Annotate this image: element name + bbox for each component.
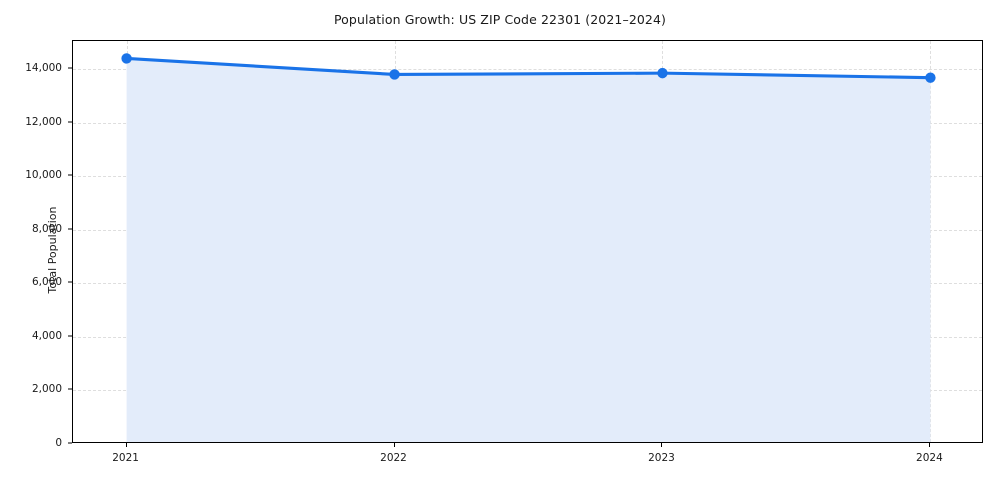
- x-axis-tick-mark: [661, 443, 663, 447]
- y-axis-tick-mark: [68, 228, 72, 230]
- x-axis-tick-label: 2022: [380, 452, 407, 464]
- data-point-marker: [121, 53, 132, 64]
- y-axis-tick-label: 8,000: [31, 222, 62, 235]
- gridline-horizontal: [73, 69, 982, 71]
- y-axis-tick-mark: [68, 335, 72, 337]
- x-axis-tick-mark: [929, 443, 931, 447]
- y-axis-tick-label: 14,000: [25, 62, 62, 75]
- y-axis-tick-label: 4,000: [31, 329, 62, 342]
- y-axis-tick-mark: [68, 281, 72, 283]
- chart-title: Population Growth: US ZIP Code 22301 (20…: [333, 12, 667, 27]
- data-point-markers: [121, 53, 936, 83]
- y-axis-tick-mark: [68, 67, 72, 69]
- y-axis-tick-mark: [68, 121, 72, 123]
- x-axis-tick-mark: [125, 443, 127, 447]
- y-axis-tick-label: 6,000: [31, 276, 62, 289]
- data-point-marker: [389, 69, 400, 80]
- y-axis-tick-label: 0: [55, 437, 62, 449]
- y-axis-tick-label: 10,000: [25, 169, 62, 182]
- area-fill-path: [126, 58, 931, 442]
- x-axis-tick-label: 2023: [648, 452, 675, 464]
- data-point-marker: [925, 72, 936, 83]
- y-axis-tick-mark: [68, 388, 72, 390]
- population-line-series: [121, 53, 936, 442]
- x-axis-tick-label: 2021: [112, 452, 139, 464]
- y-axis-tick-mark: [68, 442, 72, 444]
- data-point-marker: [657, 67, 668, 79]
- y-axis-tick-label: 12,000: [25, 115, 62, 128]
- y-axis-tick-label: 2,000: [31, 383, 62, 396]
- gridline-vertical: [930, 41, 932, 442]
- plot-area: [72, 40, 983, 443]
- y-axis-tick-mark: [68, 174, 72, 176]
- line-path: [125, 56, 932, 80]
- x-axis-tick-label: 2024: [916, 452, 943, 464]
- x-axis-tick-mark: [393, 443, 395, 447]
